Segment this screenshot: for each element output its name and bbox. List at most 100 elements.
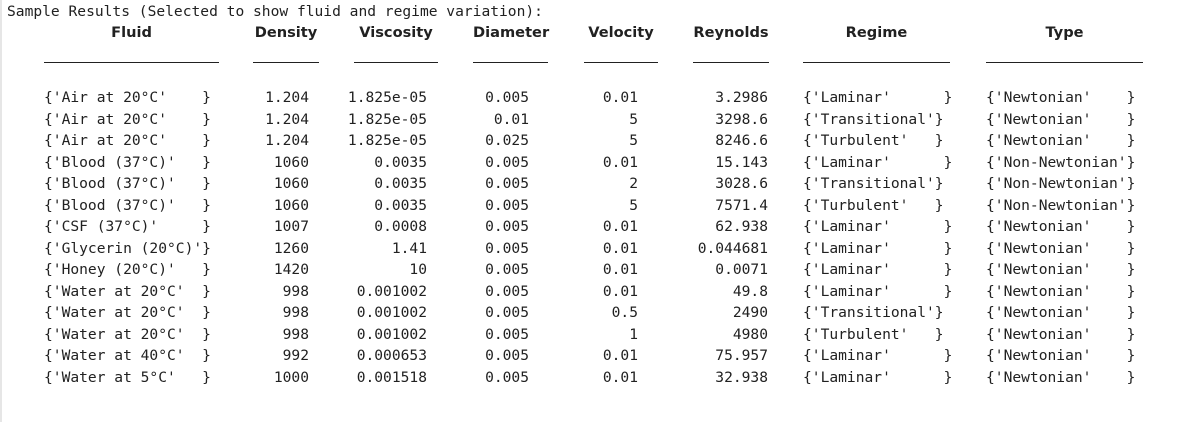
- cell-type: {'Newtonian' }: [986, 132, 1136, 149]
- cell-fluid: {'Water at 20°C' }: [44, 282, 211, 300]
- cell-viscosity: 0.0035: [374, 175, 427, 192]
- cell-type: {'Newtonian' }: [986, 239, 1136, 257]
- cell-velocity: 0.01: [602, 218, 638, 235]
- cell-reynolds: 3298.6: [715, 110, 768, 128]
- cell-fluid: {'Glycerin (20°C)'}: [44, 239, 211, 257]
- column-underline-regime: [803, 62, 950, 63]
- cell-velocity: 0.5: [611, 304, 638, 321]
- cell-regime: {'Turbulent' }: [803, 325, 944, 343]
- column-header-reynolds: Reynolds: [693, 24, 769, 41]
- cell-regime: {'Laminar' }: [803, 89, 953, 106]
- cell-regime: {'Turbulent' }: [803, 132, 944, 149]
- cell-reynolds: 62.938: [715, 218, 768, 235]
- cell-type: {'Newtonian' }: [986, 89, 1136, 106]
- cell-density: 998: [282, 325, 309, 343]
- column-underline-fluid: [44, 62, 219, 63]
- cell-reynolds: 49.8: [732, 282, 768, 300]
- cell-diameter: 0.005: [485, 89, 529, 106]
- cell-fluid: {'Water at 20°C' }: [44, 325, 211, 343]
- cell-regime: {'Laminar' }: [803, 218, 953, 235]
- cell-density: 1.204: [265, 110, 309, 128]
- cell-type: {'Newtonian' }: [986, 304, 1136, 321]
- cell-regime: {'Turbulent' }: [803, 196, 944, 214]
- cell-viscosity: 0.001002: [356, 325, 427, 343]
- cell-velocity: 0.01: [602, 89, 638, 106]
- cell-type: {'Non-Newtonian'}: [986, 153, 1136, 171]
- cell-density: 1007: [273, 218, 309, 235]
- cell-diameter: 0.005: [485, 282, 529, 300]
- cell-fluid: {'Water at 5°C' }: [44, 368, 211, 386]
- cell-fluid: {'Air at 20°C' }: [44, 132, 211, 149]
- cell-viscosity: 0.0008: [374, 218, 427, 235]
- cell-viscosity: 1.825e-05: [347, 132, 427, 149]
- cell-type: {'Newtonian' }: [986, 218, 1136, 235]
- cell-velocity: 1: [629, 325, 638, 343]
- cell-diameter: 0.01: [493, 110, 529, 128]
- cell-viscosity: 0.001518: [356, 368, 427, 386]
- cell-diameter: 0.005: [485, 304, 529, 321]
- cell-velocity: 5: [629, 132, 638, 149]
- cell-reynolds: 32.938: [715, 368, 768, 386]
- cell-regime: {'Laminar' }: [803, 282, 953, 300]
- cell-fluid: {'Blood (37°C)' }: [44, 196, 211, 214]
- cell-fluid: {'Blood (37°C)' }: [44, 175, 211, 192]
- cell-diameter: 0.005: [485, 196, 529, 214]
- cell-regime: {'Laminar' }: [803, 153, 953, 171]
- cell-velocity: 0.01: [602, 153, 638, 171]
- cell-reynolds: 75.957: [715, 347, 768, 364]
- cell-velocity: 0.01: [602, 368, 638, 386]
- cell-viscosity: 0.0035: [374, 196, 427, 214]
- cell-fluid: {'Blood (37°C)' }: [44, 153, 211, 171]
- cell-type: {'Non-Newtonian'}: [986, 196, 1136, 214]
- cell-regime: {'Transitional'}: [803, 304, 944, 321]
- cell-diameter: 0.005: [485, 175, 529, 192]
- column-underline-velocity: [584, 62, 658, 63]
- column-header-type: Type: [1045, 24, 1084, 41]
- cell-density: 1260: [273, 239, 309, 257]
- cell-type: {'Newtonian' }: [986, 261, 1136, 278]
- cell-diameter: 0.005: [485, 153, 529, 171]
- cell-diameter: 0.005: [485, 261, 529, 278]
- cell-reynolds: 3028.6: [715, 175, 768, 192]
- cell-reynolds: 7571.4: [715, 196, 768, 214]
- cell-diameter: 0.005: [485, 239, 529, 257]
- cell-diameter: 0.005: [485, 347, 529, 364]
- column-underline-type: [986, 62, 1143, 63]
- cell-density: 998: [282, 304, 309, 321]
- cell-velocity: 5: [629, 196, 638, 214]
- cell-diameter: 0.025: [485, 132, 529, 149]
- cell-density: 1060: [273, 175, 309, 192]
- cell-fluid: {'Air at 20°C' }: [44, 110, 211, 128]
- cell-reynolds: 0.044681: [697, 239, 768, 257]
- cell-density: 998: [282, 282, 309, 300]
- cell-density: 992: [282, 347, 309, 364]
- cell-velocity: 2: [629, 175, 638, 192]
- cell-diameter: 0.005: [485, 325, 529, 343]
- cell-velocity: 0.01: [602, 239, 638, 257]
- column-header-fluid: Fluid: [111, 24, 152, 41]
- cell-regime: {'Transitional'}: [803, 110, 944, 128]
- cell-velocity: 0.01: [602, 347, 638, 364]
- cell-viscosity: 1.41: [391, 239, 427, 257]
- cell-type: {'Newtonian' }: [986, 368, 1136, 386]
- cell-viscosity: 0.001002: [356, 304, 427, 321]
- cell-type: {'Newtonian' }: [986, 347, 1136, 364]
- cell-viscosity: 1.825e-05: [347, 110, 427, 128]
- cell-reynolds: 0.0071: [715, 261, 768, 278]
- column-underline-density: [253, 62, 319, 63]
- cell-viscosity: 10: [409, 261, 427, 278]
- output-heading: Sample Results (Selected to show fluid a…: [7, 3, 543, 20]
- cell-reynolds: 8246.6: [715, 132, 768, 149]
- cell-density: 1.204: [265, 132, 309, 149]
- cell-density: 1.204: [265, 89, 309, 106]
- cell-fluid: {'Honey (20°C)' }: [44, 261, 211, 278]
- cell-type: {'Non-Newtonian'}: [986, 175, 1136, 192]
- cell-fluid: {'Air at 20°C' }: [44, 89, 211, 106]
- column-header-velocity: Velocity: [588, 24, 654, 41]
- cell-reynolds: 3.2986: [715, 89, 768, 106]
- cell-reynolds: 15.143: [715, 153, 768, 171]
- cell-regime: {'Laminar' }: [803, 261, 953, 278]
- cell-density: 1420: [273, 261, 309, 278]
- cell-fluid: {'Water at 20°C' }: [44, 304, 211, 321]
- cell-velocity: 0.01: [602, 261, 638, 278]
